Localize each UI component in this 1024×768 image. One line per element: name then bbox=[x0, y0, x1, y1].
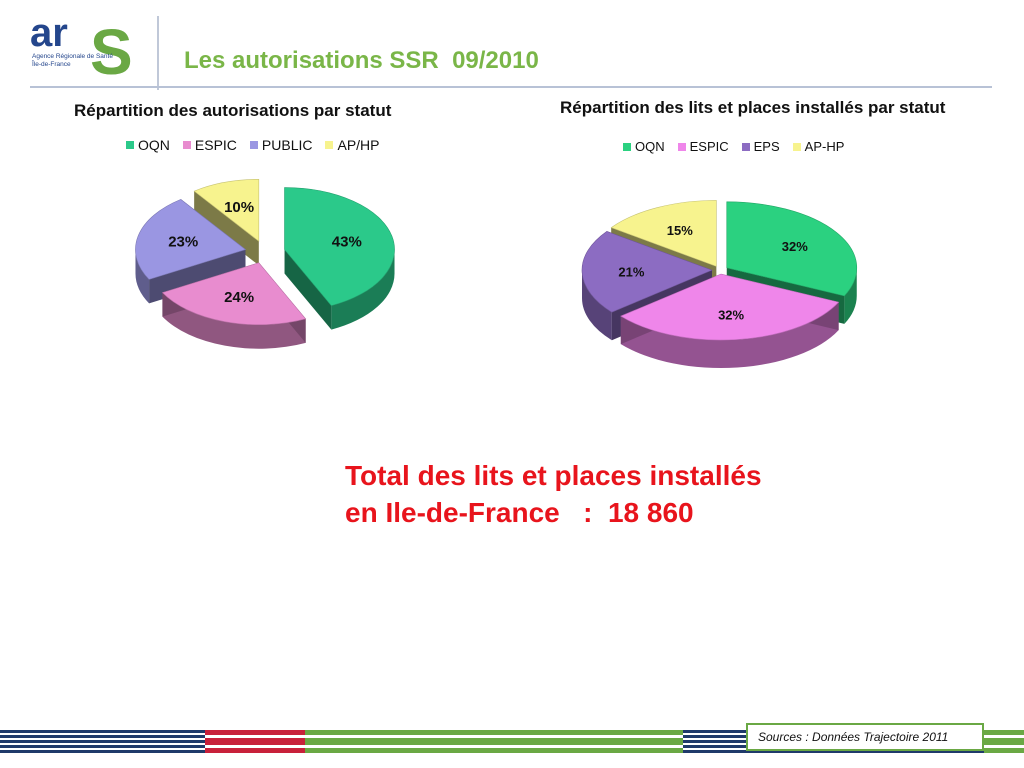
pie-slice-top bbox=[610, 200, 717, 267]
pie-slice-side bbox=[135, 249, 150, 304]
legend-item: ESPIC bbox=[182, 137, 237, 153]
legend-item: ESPIC bbox=[677, 139, 729, 154]
legend-swatch bbox=[182, 141, 191, 149]
pie-slice bbox=[193, 178, 260, 266]
legend-lits-places: OQN ESPIC EPS AP-HP bbox=[623, 139, 857, 154]
legend-item: OQN bbox=[126, 137, 170, 153]
pie-slice-cut bbox=[284, 249, 332, 330]
pie-slice bbox=[284, 187, 395, 330]
pie-slice-top bbox=[726, 201, 858, 297]
pie-data-label: 32% bbox=[718, 308, 744, 323]
legend-label: ESPIC bbox=[194, 137, 237, 153]
logo-letters-ar: ar bbox=[30, 12, 68, 55]
ars-logo: ar S Agence Régionale de Santé Île-de-Fr… bbox=[30, 12, 133, 78]
footer-green-block bbox=[984, 730, 1024, 753]
pie-data-label: 24% bbox=[224, 289, 254, 306]
pie-slice-top bbox=[581, 230, 713, 313]
header-rule bbox=[30, 86, 992, 88]
pie-slice-top bbox=[620, 273, 840, 341]
footer-gap bbox=[205, 745, 305, 748]
pie-slice-side bbox=[162, 292, 306, 349]
total-lits-places: Total des lits et places installés en Il… bbox=[345, 457, 762, 531]
pie-data-label: 15% bbox=[667, 223, 693, 238]
legend-label: OQN bbox=[635, 139, 665, 154]
legend-swatch bbox=[126, 141, 134, 149]
legend-label: PUBLIC bbox=[261, 137, 313, 153]
footer-gap bbox=[305, 735, 683, 738]
footer-gap bbox=[984, 745, 1024, 748]
pie-data-label: 32% bbox=[782, 239, 808, 254]
source-note: Sources : Données Trajectoire 2011 bbox=[746, 723, 984, 751]
footer-gap bbox=[984, 735, 1024, 738]
pie-slice-side bbox=[620, 302, 839, 369]
pie-data-label: 43% bbox=[332, 234, 362, 251]
chart-title-autorisations: Répartition des autorisations par statut bbox=[74, 101, 392, 120]
legend-label: EPS bbox=[753, 139, 780, 154]
footer-gap bbox=[205, 735, 305, 738]
pie-data-label: 10% bbox=[224, 199, 254, 216]
legend-swatch bbox=[677, 142, 686, 151]
pie-chart-autorisations: 43% 24% 23% 10% bbox=[135, 178, 395, 349]
legend-label: OQN bbox=[138, 137, 170, 153]
logo-subtitle-1: Agence Régionale de Santé bbox=[32, 53, 113, 60]
logo-subtitle-2: Île-de-France bbox=[31, 59, 71, 68]
pie-data-label: 21% bbox=[618, 264, 644, 279]
footer-stripes bbox=[0, 730, 1024, 753]
legend-item: AP-HP bbox=[792, 139, 845, 154]
pie-slice-side bbox=[844, 267, 857, 324]
total-line-1: Total des lits et places installés bbox=[345, 460, 762, 491]
legend-item: AP/HP bbox=[325, 137, 380, 153]
chart-title-lits-places: Répartition des lits et places installés… bbox=[560, 98, 946, 117]
legend-label: AP/HP bbox=[337, 137, 380, 153]
legend-label: ESPIC bbox=[689, 139, 729, 154]
legend-swatch bbox=[325, 141, 334, 149]
footer-green-block bbox=[305, 730, 683, 753]
legend-item: EPS bbox=[741, 139, 780, 154]
pie-data-label: 23% bbox=[168, 234, 198, 251]
pie-slice-top bbox=[161, 262, 307, 325]
logo-letter-s: S bbox=[90, 16, 133, 78]
total-line-2: en Ile-de-France : 18 860 bbox=[345, 497, 694, 528]
legend-swatch bbox=[249, 141, 258, 149]
legend-label: AP-HP bbox=[804, 139, 845, 154]
footer-gap bbox=[305, 745, 683, 748]
pie-slice-top bbox=[193, 178, 260, 242]
pie-chart-lits-places: 32% 32% 21% 15% bbox=[581, 200, 858, 369]
pie-slice-side bbox=[331, 249, 395, 330]
logo-divider bbox=[157, 16, 159, 90]
pie-slice-cut bbox=[194, 191, 259, 266]
pie-slice-top bbox=[135, 199, 247, 280]
pie-slice bbox=[161, 262, 307, 349]
pie-slice-top bbox=[284, 187, 395, 306]
legend-item: OQN bbox=[623, 139, 665, 154]
legend-autorisations: OQN ESPIC PUBLIC AP/HP bbox=[126, 137, 393, 153]
legend-item: PUBLIC bbox=[249, 137, 313, 153]
legend-swatch bbox=[741, 142, 750, 151]
legend-swatch bbox=[792, 142, 801, 151]
legend-swatch bbox=[623, 142, 631, 151]
pie-slice-side bbox=[582, 270, 612, 341]
footer-red-block bbox=[205, 730, 305, 753]
pie-slice bbox=[620, 273, 840, 369]
page-title: Les autorisations SSR 09/2010 bbox=[184, 47, 539, 74]
